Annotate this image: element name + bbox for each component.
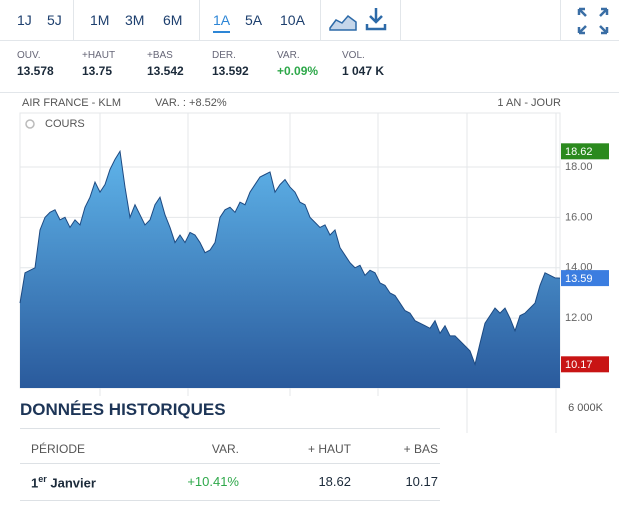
- stat-label: +BAS: [147, 50, 173, 61]
- y-tick-label: 18.00: [565, 161, 593, 173]
- text: 1: [31, 475, 39, 491]
- chart-subtitle: VAR. : +8.52%: [155, 97, 227, 109]
- settings-icon[interactable]: [25, 119, 35, 129]
- period-cell: 1er Janvier: [31, 474, 96, 490]
- stat-label: +HAUT: [82, 50, 116, 61]
- chart-title: AIR FRANCE - KLM: [22, 97, 121, 109]
- stat-value: 13.592: [212, 64, 249, 78]
- download-icon[interactable]: [364, 6, 388, 32]
- header-cell: VAR.: [211, 442, 239, 456]
- table-title: DONNÉES HISTORIQUES: [20, 400, 226, 419]
- period-button[interactable]: 6M: [163, 12, 183, 28]
- price-badge-label: 18.62: [565, 146, 593, 158]
- rule: [20, 500, 440, 501]
- period-button[interactable]: 5A: [245, 12, 263, 28]
- y-tick-label: 16.00: [565, 211, 593, 223]
- separator: [73, 0, 74, 40]
- chart: AIR FRANCE - KLM VAR. : +8.52% 1 AN - JO…: [19, 97, 609, 433]
- price-badge-label: 13.59: [565, 273, 593, 285]
- separator: [320, 0, 321, 40]
- high-cell: 18.62: [318, 474, 351, 489]
- y-tick-label: 12.00: [565, 312, 593, 324]
- fullscreen-icon[interactable]: [577, 7, 609, 35]
- rule: [20, 463, 440, 464]
- price-badge: [561, 270, 609, 287]
- stat-label: OUV.: [17, 50, 41, 61]
- stat-value: 1 047 K: [342, 64, 385, 78]
- chart-type-icon[interactable]: [328, 8, 358, 32]
- header-cell: + HAUT: [307, 442, 351, 456]
- period-button[interactable]: 1A: [213, 12, 231, 33]
- rule: [20, 428, 440, 429]
- table-panel: [0, 396, 445, 512]
- separator: [400, 0, 401, 40]
- period-button[interactable]: 10A: [280, 12, 305, 28]
- stat-label: VAR.: [277, 50, 300, 61]
- separator: [560, 0, 561, 40]
- period-button[interactable]: 1J: [17, 12, 32, 28]
- text: Janvier: [50, 475, 96, 491]
- separator: [199, 0, 200, 40]
- toolbar-divider: [0, 40, 619, 41]
- price-badge: [561, 356, 609, 373]
- series-name: COURS: [45, 118, 85, 130]
- stat-value: 13.578: [17, 64, 54, 78]
- volume-tick-label: 6 000K: [568, 402, 604, 414]
- stats-divider: [0, 92, 619, 93]
- header-cell: + BAS: [403, 442, 438, 456]
- var-cell: +10.41%: [187, 474, 239, 489]
- area: [20, 151, 560, 388]
- period-button[interactable]: 5J: [47, 12, 62, 28]
- stat-value: +0.09%: [277, 64, 319, 78]
- period-button[interactable]: 3M: [125, 12, 145, 28]
- stat-value: 13.542: [147, 64, 184, 78]
- low-cell: 10.17: [405, 474, 438, 489]
- stat-value: 13.75: [82, 64, 113, 78]
- stat-label: VOL.: [342, 50, 365, 61]
- period-label: 1 AN - JOUR: [497, 97, 561, 109]
- price-badge-label: 10.17: [565, 359, 593, 371]
- line: [19, 149, 561, 367]
- header-cell: PÉRIODE: [31, 442, 86, 456]
- period-button[interactable]: 1M: [90, 12, 110, 28]
- price-badge: [561, 143, 609, 160]
- superscript: er: [38, 474, 47, 484]
- stat-label: DER.: [212, 50, 236, 61]
